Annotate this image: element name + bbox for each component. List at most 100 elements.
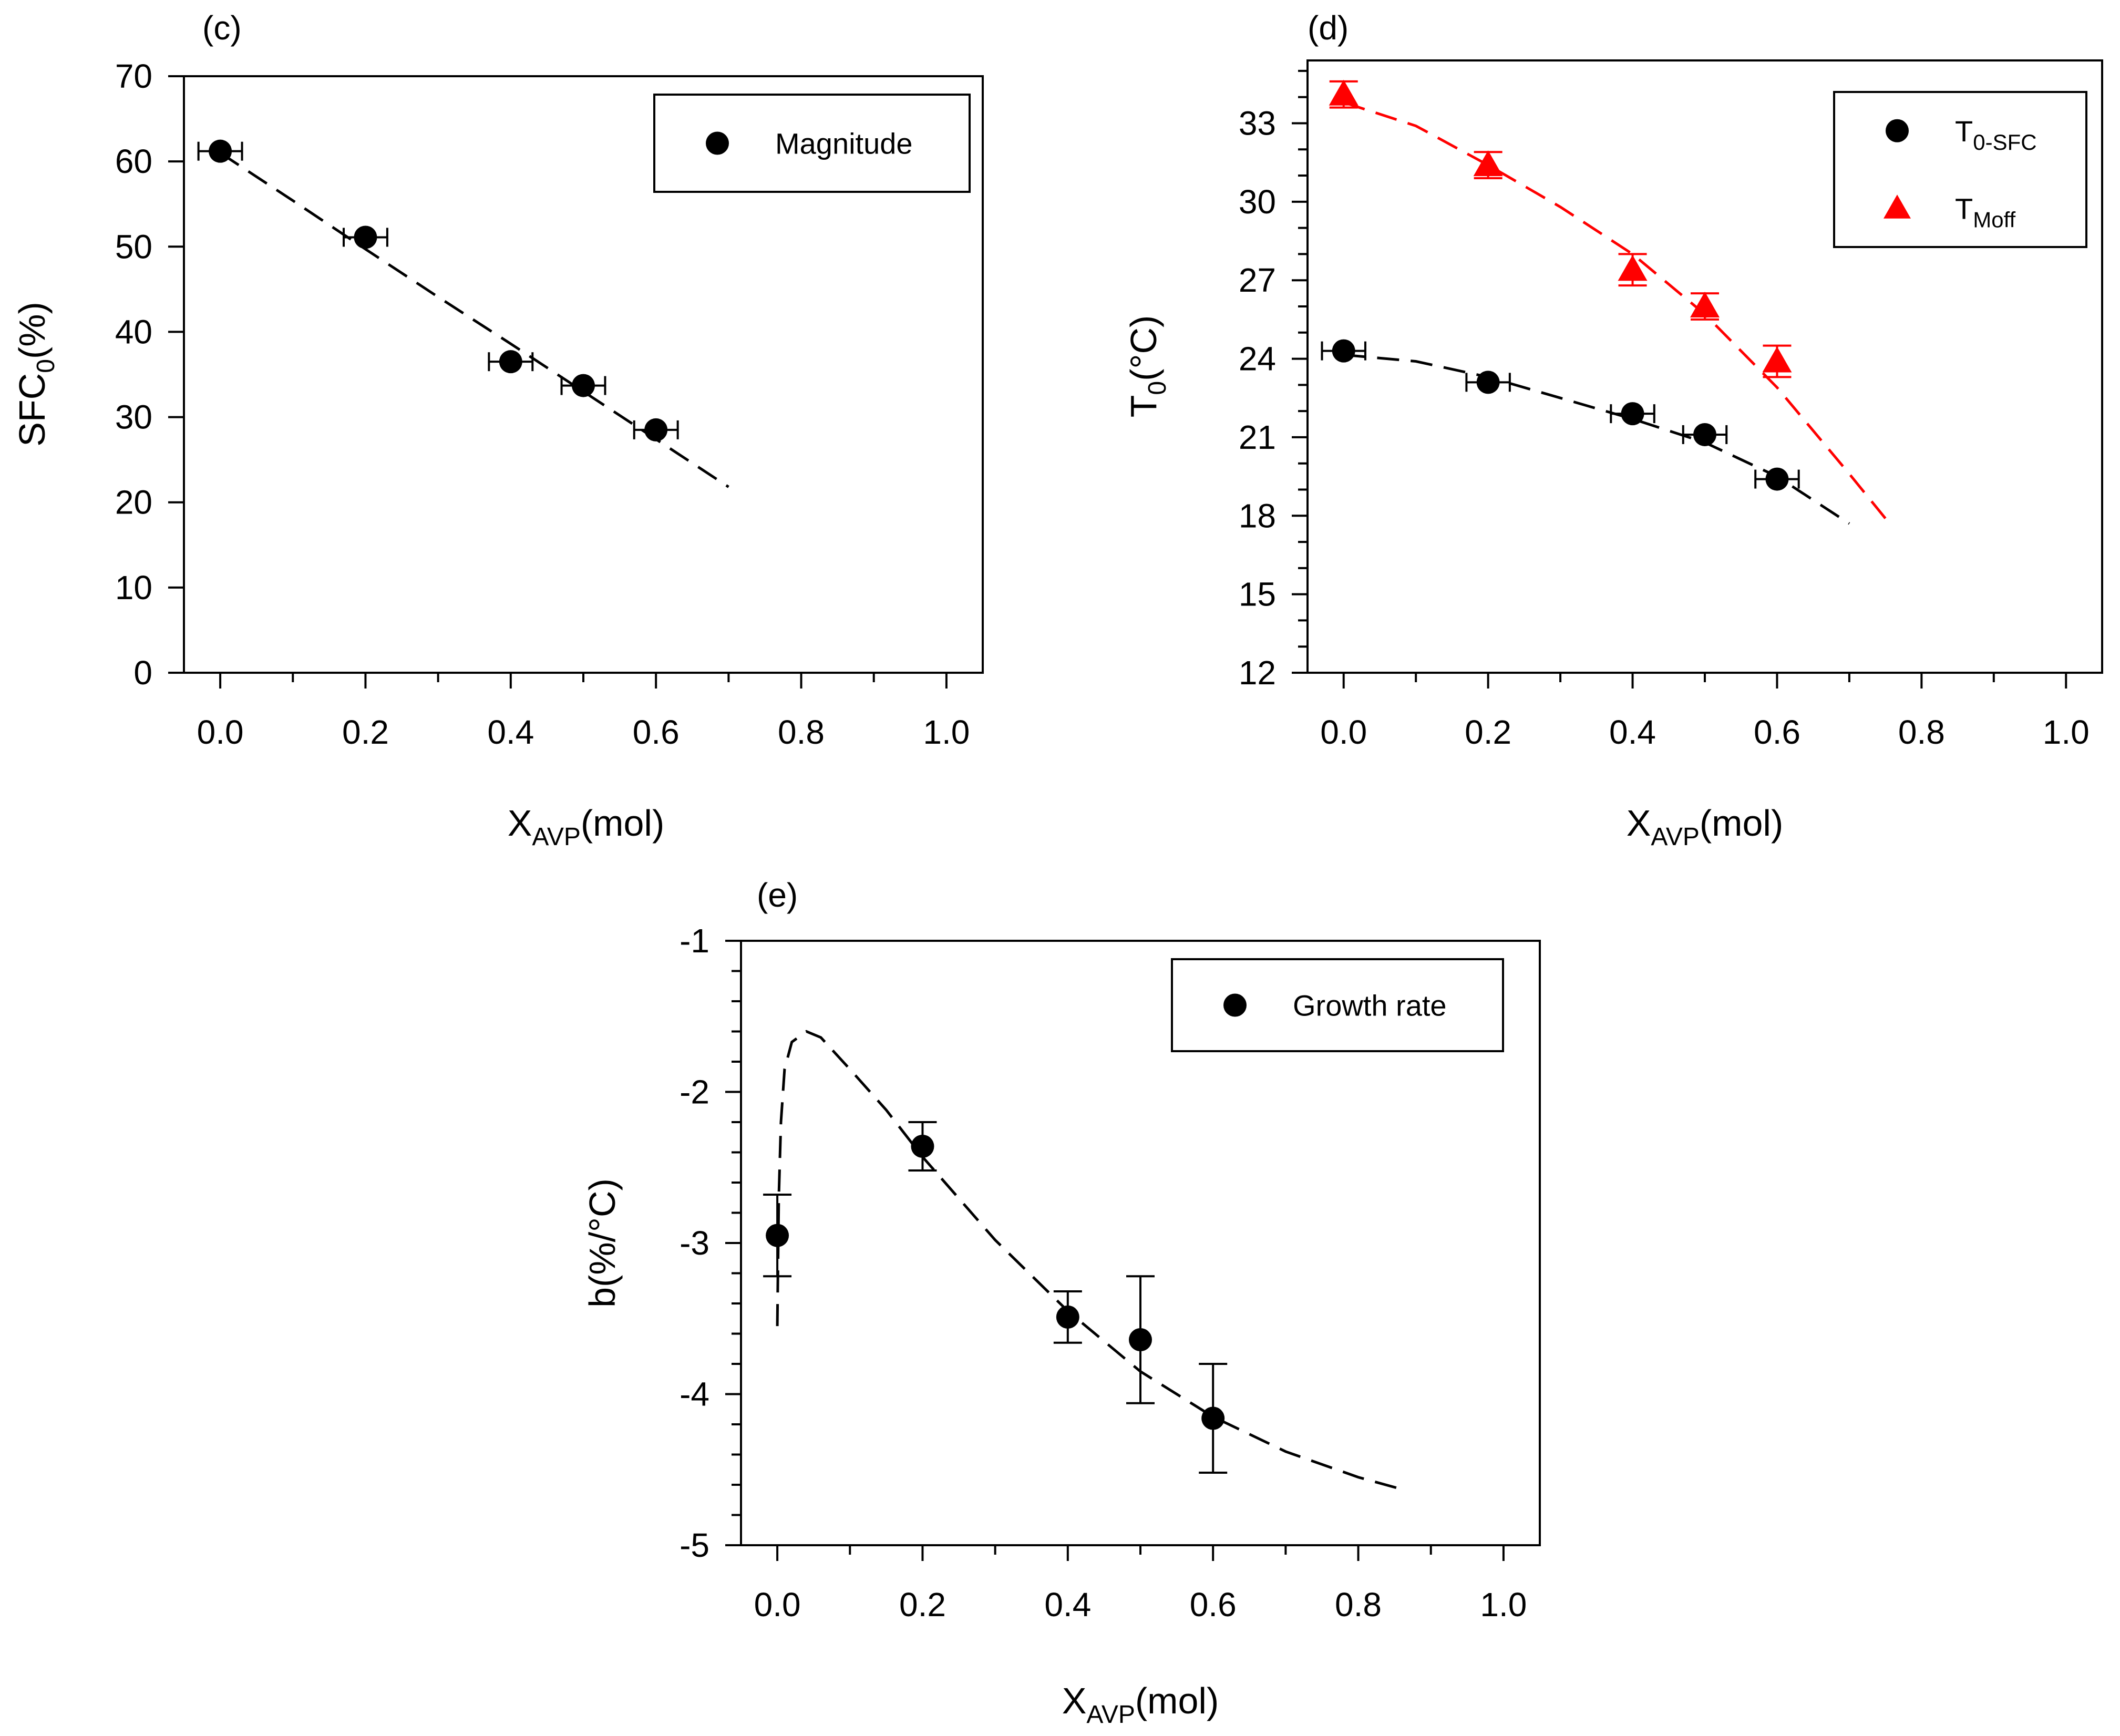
x-tick-label: 0.2 <box>899 1586 946 1624</box>
fit-line-growth-rate <box>776 1030 1403 1491</box>
y-tick-label: 15 <box>1239 576 1276 613</box>
y-tick-label: 50 <box>115 228 152 265</box>
y-axis-title-main: b(%/°C) <box>582 1178 623 1308</box>
data-point-circle <box>766 1224 789 1247</box>
y-tick-label: 0 <box>133 654 152 692</box>
x-tick-label: 0.0 <box>1320 713 1367 751</box>
x-tick-label: 0.0 <box>754 1586 801 1624</box>
panel-e: 0.0 0.2 0.4 0.6 0.8 1.0 -5 -4 -3 -2 -1 (e) XAVP(mol)… <box>582 876 1541 1729</box>
legend-label: Magnitude <box>775 127 913 160</box>
x-tick-label: 0.2 <box>1465 713 1511 751</box>
legend-label: TMoff <box>1955 192 2015 232</box>
y-axis-title: T0(°C) <box>1123 315 1171 418</box>
legend-label: Growth rate <box>1293 989 1447 1022</box>
data-point-circle <box>1621 402 1644 426</box>
legend: Magnitude <box>653 94 971 193</box>
data-point-circle <box>644 418 668 441</box>
x-axis-title-suffix: (mol) <box>1135 1680 1219 1721</box>
x-tick-label: 0.6 <box>633 713 680 751</box>
y-axis-title-suffix: (%) <box>12 302 53 359</box>
data-point-circle <box>1332 339 1355 363</box>
data-point-circle <box>572 374 595 397</box>
legend-label-subscript: Moff <box>1973 207 2015 232</box>
y-tick-label: 20 <box>115 484 152 521</box>
y-axis-title-subscript: 0 <box>1144 381 1171 395</box>
data-point-circle <box>1765 467 1789 491</box>
y-tick-label: -4 <box>680 1375 709 1413</box>
x-tick-label: 0.6 <box>1754 713 1800 751</box>
y-tick-label: 60 <box>115 142 152 180</box>
data-point-circle <box>1056 1305 1079 1329</box>
y-tick-label: 27 <box>1239 261 1276 299</box>
x-tick-label: 0.4 <box>487 713 534 751</box>
x-tick-label: 1.0 <box>923 713 970 751</box>
legend-marker-circle <box>1223 993 1247 1017</box>
x-axis-title-subscript: AVP <box>532 823 580 851</box>
data-point-triangle <box>1690 291 1720 317</box>
data-point-circle <box>911 1135 934 1158</box>
y-axis-title-main: T <box>1123 395 1164 418</box>
legend-box <box>1833 91 2087 248</box>
y-axis-title-main: SFC <box>12 373 53 447</box>
y-tick-label: 40 <box>115 313 152 351</box>
legend-marker-triangle <box>1884 194 1911 219</box>
data-point-triangle <box>1762 346 1792 373</box>
x-tick-label: 0.8 <box>1335 1586 1382 1624</box>
data-point-circle <box>499 350 522 374</box>
y-axis-title-subscript: 0 <box>32 359 60 373</box>
legend-label: T0-SFC <box>1955 115 2037 155</box>
y-tick-label: -3 <box>680 1224 709 1262</box>
data-point-circle <box>354 225 377 249</box>
y-axis-title: b(%/°C) <box>582 1178 623 1308</box>
panel-label: (c) <box>202 9 242 47</box>
panel-c: 0.0 0.2 0.4 0.6 0.8 1.0 0 10 20 30 40 50 60 70 (c) XAVP… <box>12 9 984 851</box>
legend-label-main: T <box>1955 115 1973 148</box>
x-axis-title: XAVP(mol) <box>1627 803 1784 851</box>
fit-line-tmoff <box>1343 101 1887 519</box>
panel-d: 0.0 0.2 0.4 0.6 0.8 1.0 12 15 18 21 24 27 30 33 (d) XAV… <box>1123 9 2103 851</box>
y-axis-title-suffix: (°C) <box>1123 315 1164 381</box>
x-axis-title-suffix: (mol) <box>581 803 664 844</box>
data-point-circle <box>1693 423 1716 446</box>
legend-marker-circle <box>1886 119 1909 142</box>
data-point-circle <box>1129 1328 1152 1351</box>
legend-label-main: T <box>1955 192 1973 225</box>
legend-marker-circle <box>706 131 729 155</box>
y-tick-label: 33 <box>1239 104 1276 142</box>
y-tick-label: -1 <box>680 922 709 960</box>
y-tick-label: 12 <box>1239 654 1276 692</box>
data-point-circle <box>1476 371 1500 394</box>
x-tick-label: 0.8 <box>778 713 825 751</box>
panel-label: (d) <box>1308 9 1349 47</box>
x-tick-label: 0.4 <box>1044 1586 1091 1624</box>
legend: Growth rate <box>1171 958 1504 1052</box>
x-tick-label: 0.0 <box>197 713 244 751</box>
legend-label-subscript: 0-SFC <box>1973 130 2036 155</box>
x-tick-label: 0.2 <box>342 713 389 751</box>
y-axis-title: SFC0(%) <box>12 302 60 447</box>
data-point-circle <box>1201 1406 1225 1430</box>
legend-label-main: Growth rate <box>1293 989 1447 1022</box>
y-tick-label: -2 <box>680 1073 709 1111</box>
y-tick-label: 10 <box>115 569 152 607</box>
y-tick-label: 18 <box>1239 497 1276 535</box>
y-tick-label: 70 <box>115 57 152 95</box>
y-tick-label: 24 <box>1239 340 1276 378</box>
x-tick-label: 1.0 <box>2043 713 2090 751</box>
data-point-triangle <box>1618 255 1648 281</box>
x-axis-title-subscript: AVP <box>1651 823 1699 851</box>
x-axis-title: XAVP(mol) <box>1062 1680 1219 1729</box>
x-axis-title-main: X <box>1627 803 1651 844</box>
y-tick-label: 30 <box>115 398 152 436</box>
y-tick-label: -5 <box>680 1526 709 1564</box>
y-tick-label: 21 <box>1239 418 1276 456</box>
fit-line-magnitude <box>219 151 729 488</box>
y-tick-label: 30 <box>1239 183 1276 221</box>
x-tick-label: 0.8 <box>1898 713 1945 751</box>
data-point-triangle <box>1329 79 1359 106</box>
data-point-circle <box>209 139 232 163</box>
x-axis-title-main: X <box>508 803 532 844</box>
x-axis-title-main: X <box>1062 1680 1087 1721</box>
x-tick-label: 0.6 <box>1190 1586 1237 1624</box>
